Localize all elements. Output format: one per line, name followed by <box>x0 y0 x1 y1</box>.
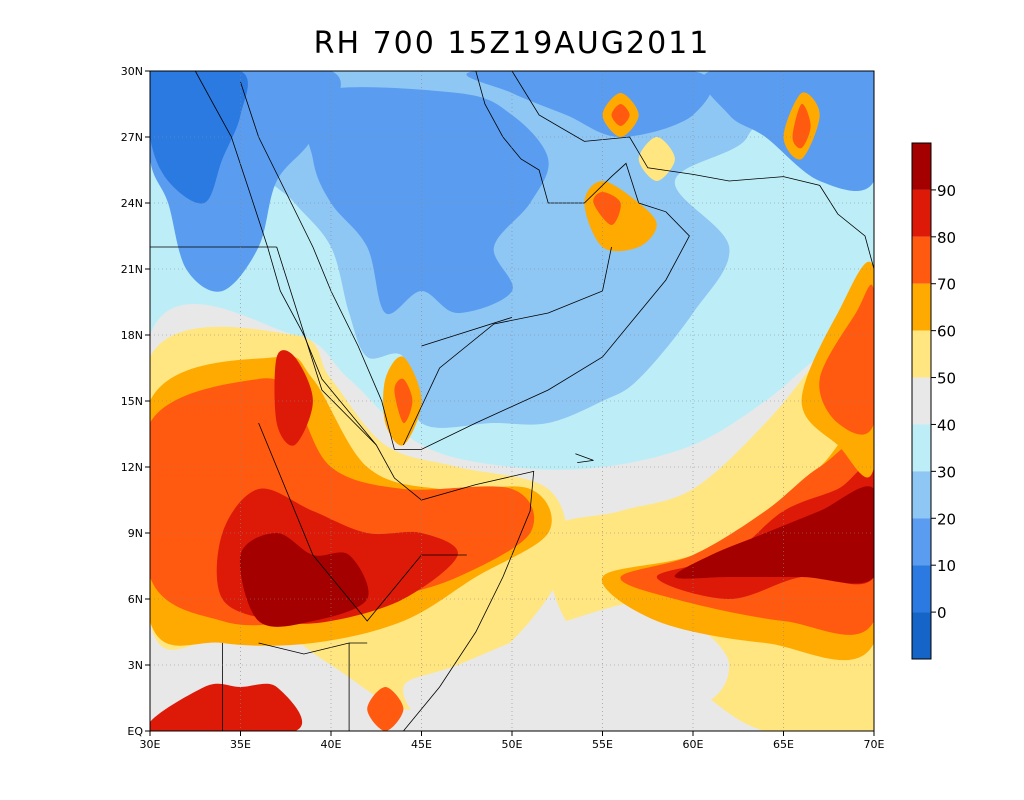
colorbar: 0 10 20 30 40 50 60 70 80 90 <box>911 142 956 660</box>
colorbar-label: 60 <box>937 323 956 341</box>
colorbar-label: 0 <box>937 604 947 622</box>
rh-region-arabia-deep-blue <box>301 87 549 315</box>
colorbar-swatch <box>912 143 931 190</box>
y-tick-label: 27N <box>121 131 143 144</box>
x-tick-label: 60E <box>683 738 704 751</box>
colorbar-label: 80 <box>937 229 956 247</box>
y-tick-label: 6N <box>128 593 143 606</box>
x-tick-label: 70E <box>864 738 885 751</box>
y-tick-label: 12N <box>121 461 143 474</box>
colorbar-swatch <box>912 283 931 331</box>
x-tick-label: 55E <box>592 738 613 751</box>
rh-region-africa-core <box>239 533 369 627</box>
colorbar-swatch <box>912 330 931 378</box>
y-tick-label: 30N <box>121 65 143 78</box>
rh-region-gulf-yellow <box>638 137 675 181</box>
coastline-9 <box>421 317 513 347</box>
y-tick-label: 18N <box>121 329 143 342</box>
coastline-layer <box>150 71 874 731</box>
colorbar-label: 50 <box>937 370 956 388</box>
y-tick-label: 24N <box>121 197 143 210</box>
rh-region-ethiopia-highland <box>274 350 313 446</box>
rh-region-kenya-red <box>367 687 404 731</box>
rh-region-yemen-red <box>394 378 413 424</box>
colorbar-frame <box>911 142 932 660</box>
rh-region-iran-red <box>611 104 630 126</box>
x-tick-label: 30E <box>140 738 161 751</box>
colorbar-swatch <box>912 236 931 284</box>
y-tick-label: 3N <box>128 659 143 672</box>
rh-region-oman-red <box>593 192 621 225</box>
lat-lon-grid <box>150 71 874 731</box>
colorbar-swatch <box>912 612 931 659</box>
rh-region-east-arc-red <box>819 284 874 435</box>
colorbar-label: 40 <box>937 416 956 434</box>
coastline-6 <box>258 642 368 655</box>
y-tick-label: 9N <box>128 527 143 540</box>
colorbar-swatch <box>912 518 931 566</box>
coastline-5 <box>258 422 467 622</box>
colorbar-label: 90 <box>937 182 956 200</box>
x-tick-label: 65E <box>773 738 794 751</box>
colorbar-label: 70 <box>937 276 956 294</box>
colorbar-swatch <box>912 189 931 237</box>
x-tick-label: 35E <box>230 738 251 751</box>
rh-region-sea-core <box>674 486 874 584</box>
rh-region-kenya-darkred <box>150 683 303 731</box>
axis-ticks: 30E 35E 40E 45E 50E 55E 60E 65E 70E EQ 3N 6N 9N 12N 15… <box>121 65 885 751</box>
map-title: RH 700 15Z19AUG2011 <box>313 26 711 61</box>
y-tick-label: 15N <box>121 395 143 408</box>
y-tick-label: 21N <box>121 263 143 276</box>
x-tick-label: 40E <box>321 738 342 751</box>
coastline-2 <box>475 71 874 270</box>
rh-region-gulf-blue <box>466 71 713 137</box>
colorbar-swatch <box>912 471 931 519</box>
colorbar-label: 10 <box>937 557 956 575</box>
colorbar-swatch <box>912 377 931 425</box>
x-tick-label: 50E <box>502 738 523 751</box>
colorbar-label: 30 <box>937 463 956 481</box>
x-tick-label: 45E <box>411 738 432 751</box>
y-tick-label: EQ <box>127 725 143 738</box>
colorbar-swatch <box>912 565 931 613</box>
coastline-8 <box>403 246 612 446</box>
colorbar-swatch <box>912 424 931 472</box>
coastline-4 <box>276 246 377 446</box>
colorbar-label: 20 <box>937 510 956 528</box>
humidity-fill-layer <box>150 71 874 731</box>
coastline-1 <box>240 71 690 450</box>
coastline-11 <box>575 453 594 463</box>
